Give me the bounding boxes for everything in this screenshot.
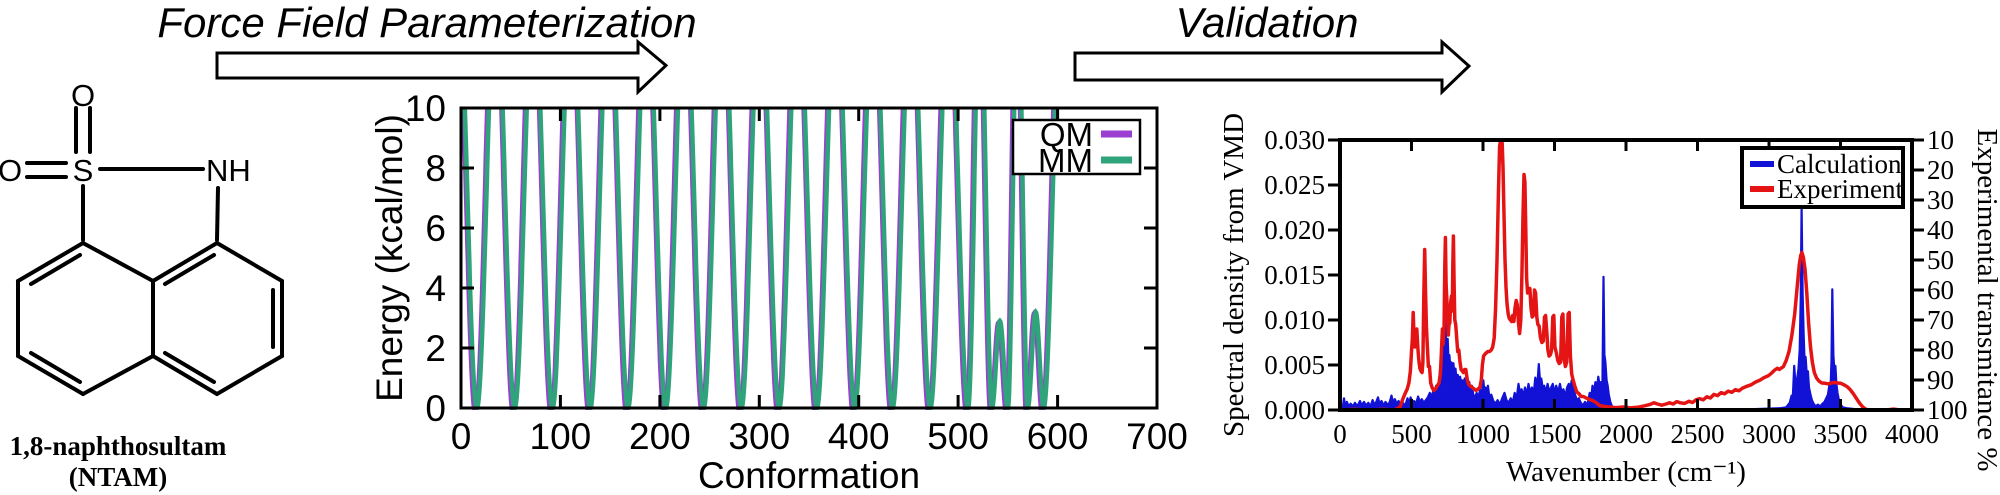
calculation-series [1340,205,1912,411]
mm-curve [462,108,1058,410]
x-tick-label: 100 [530,416,592,457]
y-tick-right-label: 60 [1927,275,1954,305]
g [461,108,1058,410]
y-tick-right-label: 100 [1927,395,1968,425]
x-tick-label: 2000 [1599,419,1653,449]
y-tick-right-label: 70 [1927,305,1954,335]
y-tick-label: 0 [425,388,446,429]
y-tick-left-label: 0.000 [1264,395,1325,425]
x-tick-label: 1000 [1456,419,1510,449]
y-tick-right-label: 50 [1927,245,1954,275]
legend-box [1011,118,1142,176]
y-tick-left-label: 0.010 [1264,305,1325,335]
y-tick-right-label: 30 [1927,185,1954,215]
g [1340,140,1912,412]
y-tick-label: 8 [425,148,446,189]
x-tick-label: 2500 [1671,419,1725,449]
spectrum-plot: 0 500 1000 1500 2000 2500 3000 3500 4000 0.000 0.0… [1218,113,2000,488]
y-tick-left-label: 0.015 [1264,260,1325,290]
y-tick-right-label: 80 [1927,335,1954,365]
x-tick-label: 300 [728,416,790,457]
atom-label-sulfur: S [73,153,94,188]
stage-title-parameterization: Force Field Parameterization [157,0,696,46]
y-tick-right-label: 10 [1927,125,1954,155]
x-tick-label: 500 [927,416,989,457]
y-tick-label: 2 [425,328,446,369]
x-tick-label: 400 [828,416,890,457]
molecule-name: 1,8-naphthosultam [10,431,227,461]
x-tick-label: 0 [1333,419,1347,449]
y-tick-right-label: 40 [1927,215,1954,245]
x-tick-label: 1500 [1528,419,1582,449]
y-tick-left-label: 0.025 [1264,170,1325,200]
y-tick-left-label: 0.030 [1264,125,1325,155]
arrow-right-icon [1073,38,1472,96]
molecule-structure [16,106,284,396]
x-axis-label: Conformation [698,455,920,495]
legend-label: QM [1040,116,1093,153]
x-tick-label: 3000 [1742,419,1796,449]
y-tick-right-label: 20 [1927,155,1954,185]
legend-label: Calculation [1777,149,1902,179]
stage-title-validation: Validation [1176,0,1359,46]
y-tick-left-label: 0.020 [1264,215,1325,245]
x-tick-label: 3500 [1814,419,1868,449]
x-tick-label: 600 [1027,416,1089,457]
y-tick-label: 4 [425,268,446,309]
atom-label-nh: NH [206,153,251,188]
y-axis-label: Energy (kcal/mol) [369,114,410,402]
y-tick-right-label: 90 [1927,365,1954,395]
x-tick-label: 4000 [1885,419,1939,449]
legend-label: Experiment [1777,174,1903,204]
molecule-abbreviation: (NTAM) [69,462,167,492]
experiment-series [1340,140,1912,412]
legend-box [1740,146,1905,209]
atom-label-oxygen-left: O [0,153,22,188]
x-tick-label: 200 [629,416,691,457]
x-tick-label: 0 [451,416,472,457]
y-tick-label: 6 [425,208,446,249]
x-axis-label: Wavenumber (cm⁻¹) [1506,456,1746,488]
plot-frame [459,106,1159,410]
x-tick-label: 500 [1391,419,1432,449]
atom-label-oxygen-top: O [71,78,95,113]
arrow-right-icon [215,38,669,96]
y-axis-right-label: Experimental transmitance % [1971,128,2000,471]
y-tick-label: 10 [405,88,446,129]
y-axis-left-label: Spectral density from VMD [1218,113,1250,437]
y-tick-left-label: 0.005 [1264,350,1325,380]
legend-label: MM [1038,142,1093,179]
x-tick-label: 700 [1126,416,1188,457]
